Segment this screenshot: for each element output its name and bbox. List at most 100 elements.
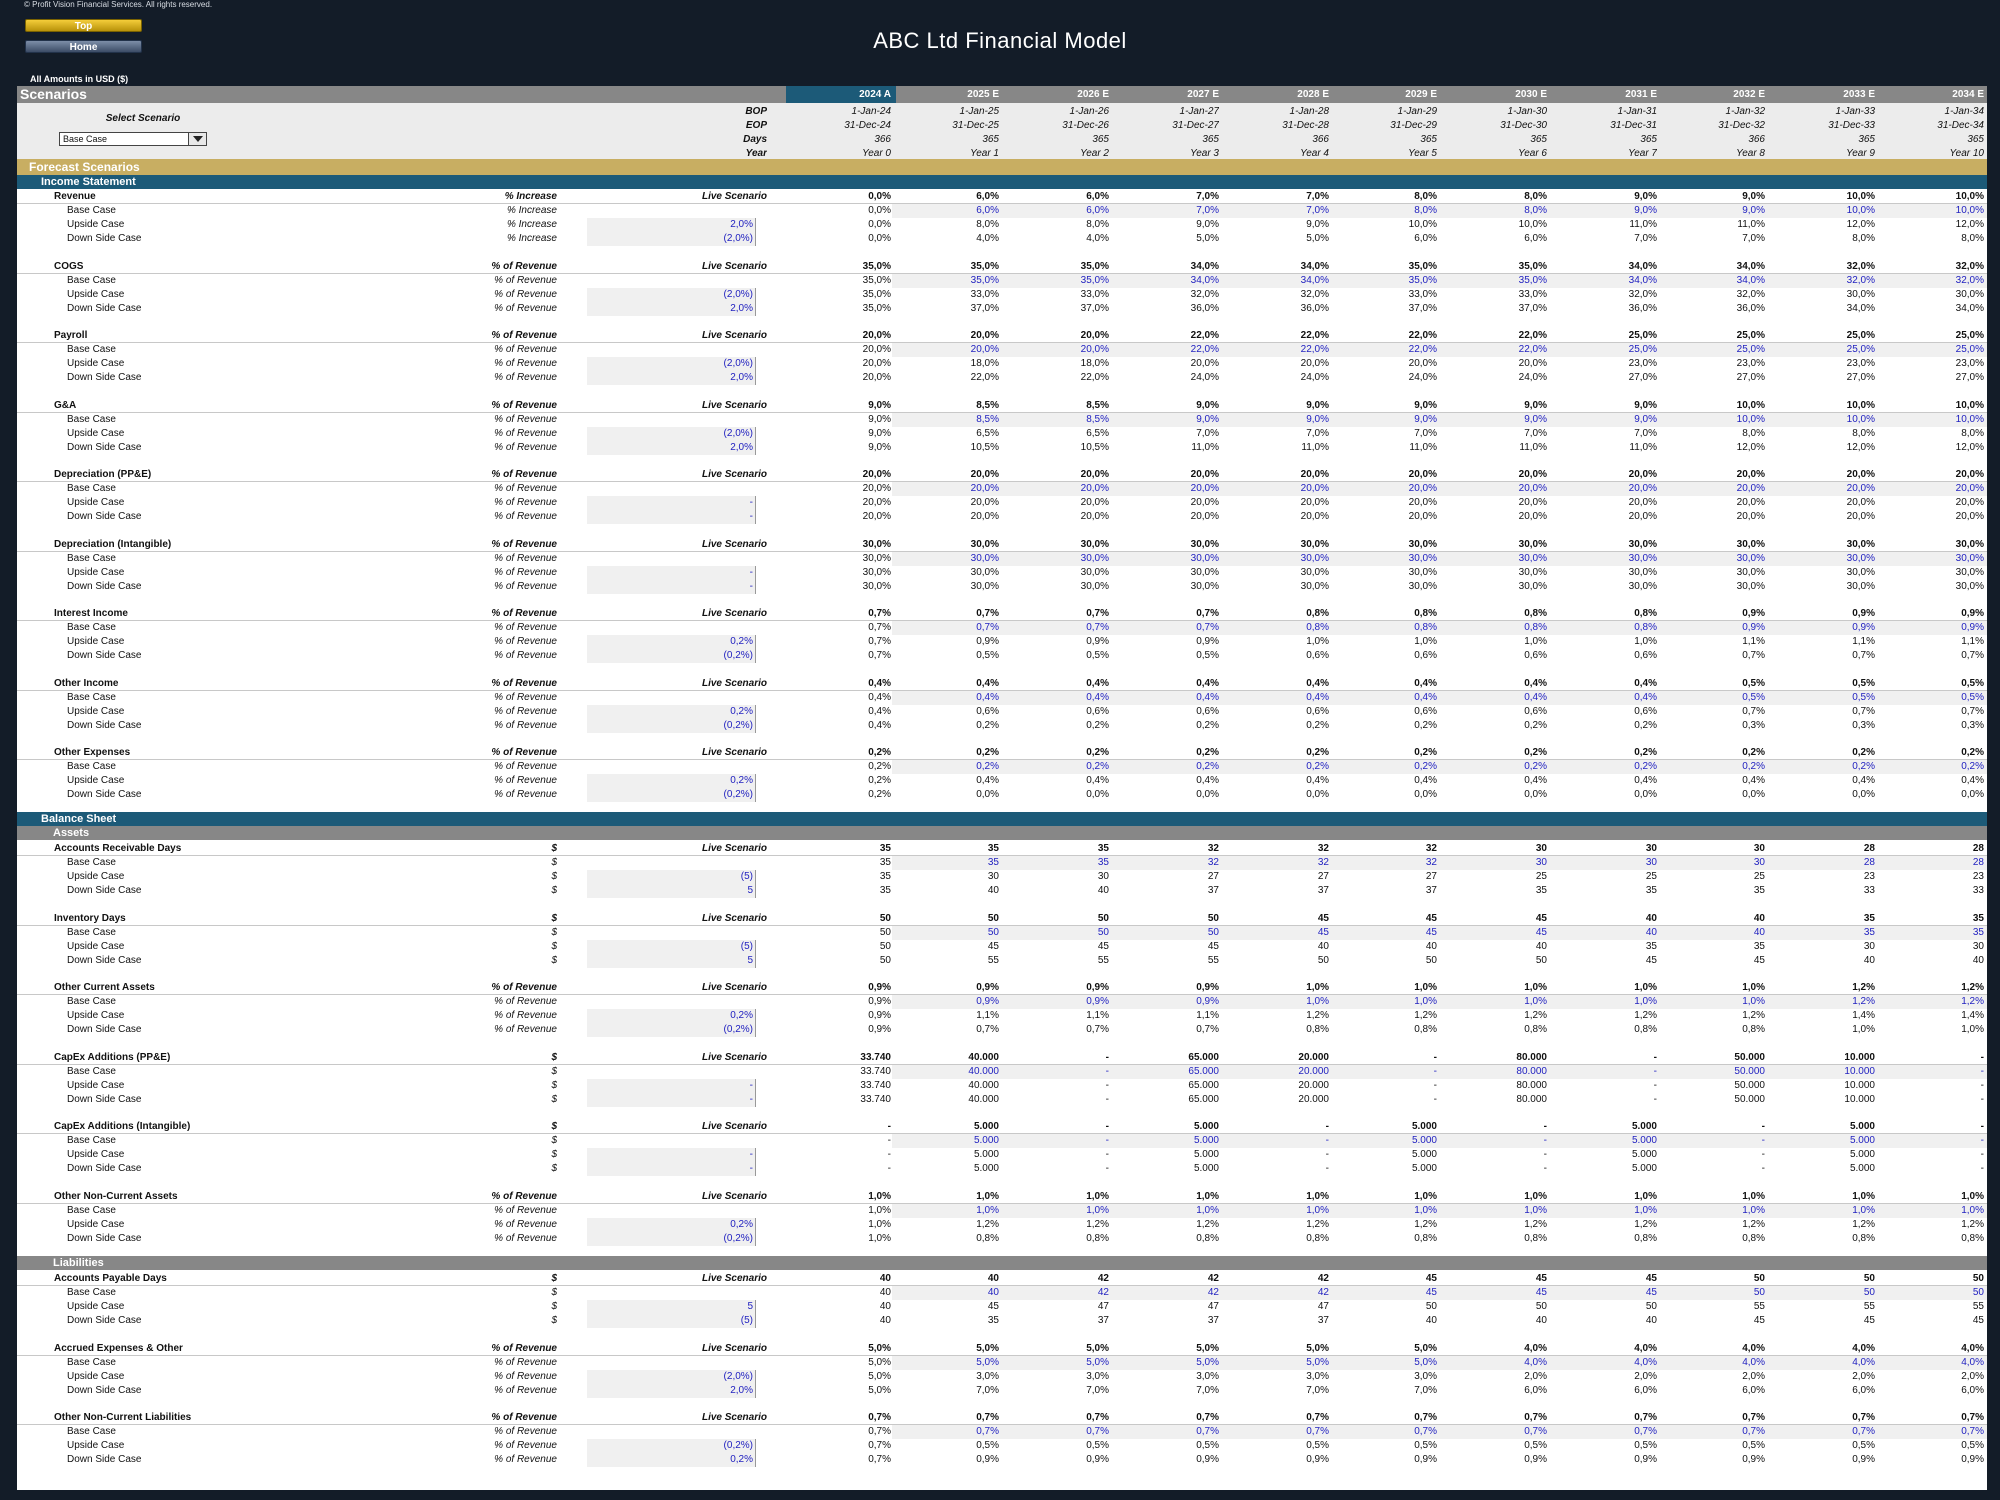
metric-unit: $ [551,843,557,854]
case-unit: % of Revenue [494,1454,557,1465]
value-cell: 0,7% [1961,1412,1984,1423]
adjustment-input[interactable]: 5 [587,954,756,968]
value-cell: 0,6% [1634,706,1657,717]
value-cell: 0,0% [868,219,891,230]
adjustment-input[interactable]: 2,0% [587,302,756,316]
adjustment-input[interactable]: (0,2%) [587,649,756,663]
adjustment-input[interactable]: 0,2% [587,635,756,649]
adjustment-input[interactable]: 0,2% [587,774,756,788]
adjustment-input[interactable]: - [587,1148,756,1162]
value-cell: - [1980,1149,1984,1160]
adjustment-input[interactable]: 2,0% [587,218,756,232]
value-cell: 0,6% [1086,706,1109,717]
scenario-select[interactable]: Base Case [59,132,207,146]
adjustment-input[interactable]: - [587,1162,756,1176]
value-cell: 9,0% [1414,414,1437,425]
chevron-down-icon[interactable] [188,133,206,145]
case-name: Base Case [67,483,116,494]
timeline-value: 365 [1858,134,1875,145]
case-row: 0,2% Down Side Case % of Revenue 0,7% 0,9% 0,… [17,1453,1987,1467]
value-cell: 8,0% [1414,205,1437,216]
case-row: Base Case $35 35 35 32 32 32 30 30 30 28 28 [17,856,1987,870]
top-button[interactable]: Top [25,19,142,32]
adjustment-input[interactable]: - [587,510,756,524]
value-cell: 10.000 [1844,1094,1875,1105]
adjustment-input[interactable]: (0,2%) [587,1023,756,1037]
timeline-value: 365 [982,134,999,145]
value-cell: 34,0% [1736,275,1765,286]
value-cell: 0,7% [868,1454,891,1465]
value-cell: 20,0% [1408,358,1437,369]
adjustment-input[interactable]: (5) [587,1314,756,1328]
adjustment-input[interactable]: (2,0%) [587,1370,756,1384]
adjustment-input[interactable]: - [587,566,756,580]
case-row: Base Case % of Revenue 0,7% 0,7% 0,7% 0,7% 0,8… [17,621,1987,635]
value-cell: 11,0% [1191,442,1219,453]
value-cell: 25,0% [1628,344,1657,355]
value-cell: 55 [1207,955,1219,966]
adjustment-value: 2,0% [730,372,753,383]
value-cell: 37 [1097,1315,1109,1326]
value-cell: 55 [1863,1301,1875,1312]
live-scenario-row: Other Non-Current Assets % of Revenue Live… [17,1190,1987,1204]
value-cell: 30,0% [970,539,999,550]
adjustment-input[interactable]: (0,2%) [587,1232,756,1246]
adjustment-input[interactable]: 5 [587,1300,756,1314]
metric-unit: $ [551,1052,557,1063]
value-cell: 8,5% [976,400,999,411]
value-cell: 37,0% [1408,303,1437,314]
adjustment-input[interactable]: (5) [587,940,756,954]
value-cell: 45 [1425,1287,1437,1298]
adjustment-input[interactable]: - [587,496,756,510]
value-cell: 0,7% [1196,1412,1219,1423]
value-cell: 6,5% [1086,428,1109,439]
value-cell: 1,2% [1961,1219,1984,1230]
case-name: Upside Case [67,636,125,647]
live-scenario-row: COGS % of Revenue Live Scenario 35,0% 35,0% 3… [17,260,1987,274]
adjustment-input[interactable]: - [587,580,756,594]
value-cell: 0,2% [1524,761,1547,772]
forecast-scenarios-band: Forecast Scenarios [17,159,1987,175]
metric-unit: % of Revenue [491,1191,557,1202]
value-cell: 0,7% [1086,1426,1109,1437]
adjustment-input[interactable]: (2,0%) [587,232,756,246]
adjustment-input[interactable]: (2,0%) [587,288,756,302]
case-unit: $ [551,1149,557,1160]
adjustment-input[interactable]: (0,2%) [587,1439,756,1453]
adjustment-value: - [749,1094,753,1105]
adjustment-input[interactable]: - [587,1093,756,1107]
adjustment-input[interactable]: (0,2%) [587,719,756,733]
adjustment-value: - [749,1080,753,1091]
adjustment-input[interactable]: 0,2% [587,1009,756,1023]
case-unit: % of Revenue [494,761,557,772]
adjustment-input[interactable]: 2,0% [587,441,756,455]
value-cell: 7,0% [1086,1385,1109,1396]
value-cell: 0,9% [1086,982,1109,993]
value-cell: 10,0% [1955,414,1984,425]
case-row: - Upside Case $ - 5.000 - 5.000 - 5.000 - 5.000 - 5.… [17,1148,1987,1162]
adjustment-input[interactable]: (5) [587,870,756,884]
adjustment-input[interactable]: 0,2% [587,705,756,719]
value-cell: 0,4% [1634,678,1657,689]
home-button[interactable]: Home [25,40,142,53]
value-cell: 0,7% [868,608,891,619]
adjustment-input[interactable]: (2,0%) [587,357,756,371]
adjustment-input[interactable]: 0,2% [587,1453,756,1467]
live-scenario-label: Live Scenario [701,261,767,272]
value-cell: - [1105,1080,1109,1091]
adjustment-input[interactable]: 2,0% [587,1384,756,1398]
adjustment-input[interactable]: (2,0%) [587,427,756,441]
value-cell: 0,7% [1742,706,1765,717]
value-cell: 20,0% [1080,344,1109,355]
adjustment-input[interactable]: - [587,1079,756,1093]
value-cell: 10,0% [1955,191,1984,202]
adjustment-input[interactable]: 0,2% [587,1218,756,1232]
case-row: Base Case % of Revenue 0,9% 0,9% 0,9% 0,9% 1,0… [17,995,1987,1009]
adjustment-value: 0,2% [730,706,753,717]
value-cell: 20,0% [1628,483,1657,494]
adjustment-input[interactable]: 5 [587,884,756,898]
adjustment-input[interactable]: (0,2%) [587,788,756,802]
adjustment-input[interactable]: 2,0% [587,371,756,385]
value-cell: 5,0% [868,1371,891,1382]
value-cell: 37 [1317,1315,1329,1326]
